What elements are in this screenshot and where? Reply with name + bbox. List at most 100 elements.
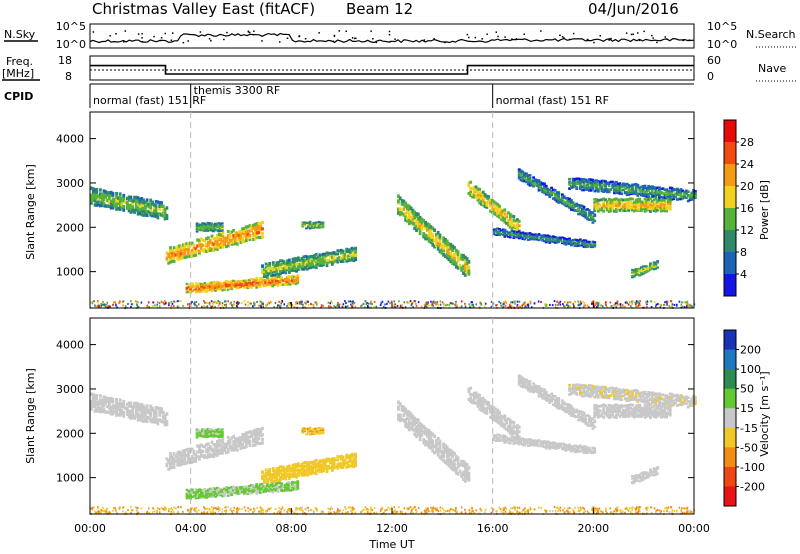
velocity-cell xyxy=(291,466,295,470)
power-cell xyxy=(616,191,620,195)
power-cell xyxy=(646,306,648,309)
power-cell xyxy=(643,191,647,194)
velocity-cell xyxy=(239,487,243,490)
power-cell xyxy=(334,306,337,309)
velocity-cell xyxy=(347,463,350,467)
velocity-cell xyxy=(427,441,431,446)
power-cell xyxy=(555,191,559,194)
power-cell xyxy=(282,279,285,282)
power-cell xyxy=(264,275,268,278)
power-cell xyxy=(407,207,411,212)
power-cell xyxy=(537,184,541,187)
velocity-cell xyxy=(343,463,347,467)
power-cell xyxy=(604,180,607,183)
power-cell xyxy=(499,302,502,305)
power-cell xyxy=(600,179,604,183)
power-cell xyxy=(481,203,485,207)
power-cell xyxy=(571,203,575,207)
power-cell xyxy=(398,212,402,217)
power-cell xyxy=(577,212,580,216)
power-cell xyxy=(468,303,471,306)
noise-dot xyxy=(433,37,435,40)
velocity-cell xyxy=(284,471,288,475)
power-cell xyxy=(288,301,290,304)
power-cell xyxy=(225,244,228,249)
power-cell xyxy=(566,242,570,245)
power-cell xyxy=(658,205,661,209)
velocity-cell xyxy=(431,448,435,453)
power-cell xyxy=(626,300,628,303)
power-cell xyxy=(550,239,553,242)
velocity-cell xyxy=(234,442,237,446)
power-cell xyxy=(571,183,575,186)
power-cell xyxy=(667,202,670,205)
noise-dot xyxy=(468,36,470,39)
power-cell xyxy=(492,228,496,231)
velocity-cell xyxy=(310,430,314,433)
power-cell xyxy=(287,258,291,262)
power-cell xyxy=(512,237,516,239)
velocity-cell xyxy=(532,444,536,447)
power-cell xyxy=(323,256,327,260)
power-cell xyxy=(345,255,349,259)
power-cell xyxy=(656,261,660,264)
power-cell xyxy=(568,199,571,203)
power-cell xyxy=(647,195,651,199)
power-cell xyxy=(118,207,122,211)
power-cell xyxy=(521,173,525,176)
power-cell xyxy=(246,286,250,289)
power-cell xyxy=(665,207,669,211)
date-label: 04/Jun/2016 xyxy=(588,0,679,18)
velocity-cell xyxy=(300,471,304,475)
power-cell xyxy=(638,271,642,274)
velocity-cell xyxy=(318,463,322,466)
velocity-cell xyxy=(275,474,279,478)
power-cell xyxy=(569,208,573,211)
power-cell xyxy=(242,282,246,286)
power-cell xyxy=(569,200,573,204)
velocity-cell xyxy=(462,470,465,475)
power-cell xyxy=(555,196,559,199)
velocity-cell xyxy=(217,494,221,497)
power-cell xyxy=(129,195,133,200)
power-cell xyxy=(268,266,272,270)
power-cell xyxy=(255,280,259,283)
power-cell xyxy=(528,181,532,185)
power-cell xyxy=(611,180,615,184)
power-cell xyxy=(142,200,145,205)
power-cell xyxy=(214,239,218,243)
velocity-cell xyxy=(255,434,259,438)
power-cell xyxy=(471,301,474,304)
power-cell xyxy=(327,260,331,264)
velocity-cell xyxy=(140,413,144,417)
power-cell xyxy=(586,183,589,187)
velocity-cell xyxy=(91,404,95,408)
power-cell xyxy=(187,250,190,254)
velocity-cell xyxy=(329,461,332,465)
power-cell xyxy=(595,198,598,202)
power-cell xyxy=(516,218,519,222)
velocity-cell xyxy=(512,431,516,435)
power-cell xyxy=(604,302,607,305)
power-cell xyxy=(213,224,217,227)
velocity-cell xyxy=(307,472,311,476)
velocity-cell xyxy=(481,396,485,400)
power-cell xyxy=(529,300,532,303)
power-cell xyxy=(285,278,289,281)
velocity-cell xyxy=(198,496,201,499)
power-cell xyxy=(663,196,667,200)
power-cell xyxy=(131,303,134,306)
power-cell xyxy=(620,188,624,192)
velocity-cell xyxy=(327,457,331,461)
power-cell xyxy=(235,302,238,305)
velocity-cell xyxy=(145,419,149,424)
power-cell xyxy=(462,266,465,271)
power-cell xyxy=(607,210,611,213)
velocity-cell xyxy=(289,467,293,471)
power-cell xyxy=(683,306,686,309)
power-cell xyxy=(510,221,514,225)
power-cell xyxy=(517,177,521,180)
power-cell xyxy=(330,306,332,309)
power-cell xyxy=(248,233,252,237)
